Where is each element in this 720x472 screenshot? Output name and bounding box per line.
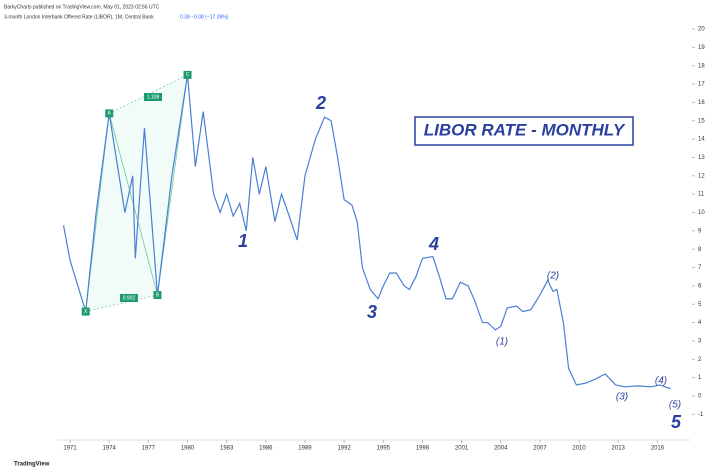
pattern-point: A (108, 111, 112, 117)
y-tick-label: 16 (698, 100, 705, 106)
y-tick-label: 3 (698, 338, 702, 344)
author: BarkyCharts published on TradingView.com… (4, 4, 160, 10)
subwave-label: (4) (655, 376, 667, 387)
subwave-label: (3) (616, 392, 628, 403)
y-tick-label: 4 (698, 320, 702, 326)
x-tick-label: 2001 (455, 446, 469, 452)
x-tick-label: 1980 (181, 446, 195, 452)
pattern-point-box (105, 109, 114, 118)
pattern-ratio-box (120, 294, 138, 302)
footer: TradingView (14, 462, 50, 468)
subwave-label: (5) (669, 400, 681, 411)
quote: 0.38 −0.08 (−17.39%) (180, 14, 229, 20)
y-tick-label: 2 (698, 357, 702, 363)
title-box (414, 116, 634, 146)
y-tick-label: 11 (698, 192, 705, 198)
y-tick-label: 9 (698, 228, 702, 234)
y-tick-label: 1 (698, 375, 702, 381)
x-tick-label: 2013 (612, 446, 626, 452)
pattern-ratio-line (109, 74, 188, 114)
y-tick-label: 5 (698, 302, 702, 308)
y-tick-label: 17 (698, 82, 705, 88)
chart-title: LIBOR RATE - MONTHLY (424, 120, 626, 139)
pattern-point: X (84, 309, 88, 315)
x-tick-label: 2004 (494, 446, 508, 452)
pattern-ratio: 0.902 (123, 295, 136, 301)
y-tick-label: 18 (698, 63, 705, 69)
wave-label: 2 (315, 93, 326, 113)
x-tick-label: 1983 (220, 446, 234, 452)
wave-label: 3 (367, 302, 377, 322)
x-tick-label: 1995 (377, 446, 391, 452)
y-tick-label: 7 (698, 265, 702, 271)
pattern-point-box (183, 70, 192, 79)
x-tick-label: 2007 (533, 446, 547, 452)
y-tick-label: -1 (698, 412, 704, 418)
y-tick-label: 14 (698, 137, 705, 143)
x-tick-label: 1992 (337, 446, 351, 452)
x-tick-label: 1971 (63, 446, 77, 452)
symbol: 3-month London Interbank Offered Rate (L… (4, 14, 154, 20)
pattern-ratio: 1.108 (147, 94, 160, 100)
pattern-point-box (81, 307, 90, 316)
y-tick-label: 12 (698, 173, 705, 179)
x-tick-label: 2010 (572, 446, 586, 452)
wave-label: 5 (671, 412, 682, 432)
pattern-point-box (153, 291, 162, 300)
x-tick-label: 1977 (142, 446, 156, 452)
y-tick-label: 19 (698, 45, 705, 51)
line (62, 74, 671, 390)
pattern-ratio-box (144, 93, 162, 101)
x-tick-label: 1998 (416, 446, 430, 452)
pattern-point: B (156, 292, 160, 298)
wave-label: 4 (428, 234, 439, 254)
x-tick-label: 2016 (651, 446, 665, 452)
y-tick-label: 10 (698, 210, 705, 216)
subwave-label: (2) (547, 271, 559, 282)
y-tick-label: 8 (698, 247, 702, 253)
x-tick-label: 1974 (103, 446, 117, 452)
subwave-label: (1) (496, 337, 508, 348)
y-tick-label: 15 (698, 118, 705, 124)
y-tick-label: 20 (698, 27, 705, 33)
y-tick-label: 13 (698, 155, 705, 161)
wave-label: 1 (238, 231, 248, 251)
y-tick-label: 0 (698, 394, 702, 400)
pattern-point: C (186, 72, 190, 78)
pattern-ratio-line (85, 294, 158, 312)
y-tick-label: 6 (698, 283, 702, 289)
x-tick-label: 1986 (259, 446, 273, 452)
x-tick-label: 1989 (298, 446, 312, 452)
